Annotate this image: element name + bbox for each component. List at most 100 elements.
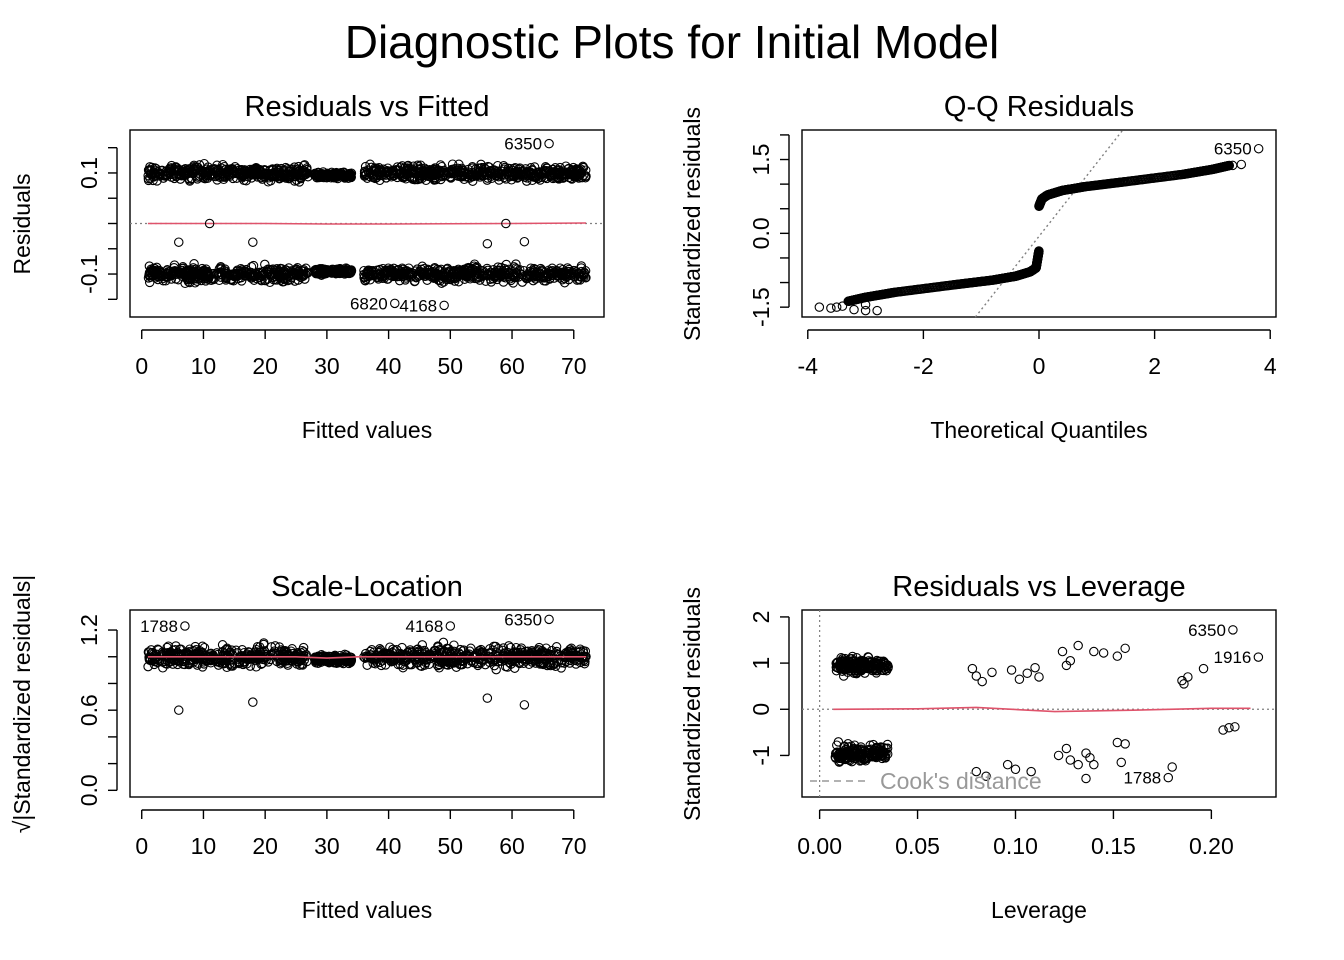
residuals-vs-leverage-x-tick-label: 0.20 [1189,833,1234,859]
residuals-vs-fitted-x-tick-label: 30 [314,353,340,379]
qq-residuals-x-tick-label: -4 [798,353,819,379]
residuals-vs-fitted-point [190,267,200,277]
residuals-vs-fitted-point [445,172,456,183]
residuals-vs-fitted-point [179,171,189,181]
residuals-vs-leverage-point-label: 1788 [1123,769,1161,788]
residuals-vs-leverage-point [1230,722,1240,732]
residuals-vs-fitted-point [390,298,400,309]
residuals-vs-fitted-point [510,163,520,173]
residuals-vs-fitted-point [462,169,472,180]
residuals-vs-fitted-point [248,260,259,271]
scale-location-point-label: 1788 [140,617,178,636]
residuals-vs-fitted-x-tick-label: 50 [438,353,464,379]
residuals-vs-leverage-smooth-line [833,706,1251,713]
residuals-vs-leverage-point [1006,665,1017,675]
residuals-vs-fitted-point [261,168,271,179]
residuals-vs-fitted-x-tick-label: 20 [252,353,278,379]
scale-location-y-tick-label: 0.0 [76,774,102,806]
residuals-vs-fitted-point [299,269,309,280]
residuals-vs-leverage-y-tick-label: 2 [748,611,774,624]
residuals-vs-leverage-point [1253,652,1264,662]
qq-residuals-lower-curve [843,246,1044,307]
qq-residuals-xlabel: Theoretical Quantiles [930,417,1147,443]
residuals-vs-leverage-panel: Residuals vs Leverage Leverage Standardi… [679,571,1277,923]
residuals-vs-fitted-point [366,162,377,173]
qq-residuals-point [837,301,848,311]
scale-location-panel: Scale-Location Fitted values √|Standardi… [9,571,605,923]
residuals-vs-fitted-point [246,262,257,272]
qq-residuals-x-tick-label: 4 [1264,353,1277,379]
residuals-vs-leverage-point [1014,674,1025,685]
qq-residuals-upper-curve [1034,160,1235,212]
residuals-vs-fitted-point [429,174,439,184]
residuals-vs-fitted-x-tick-label: 40 [376,353,402,379]
scale-location-x-tick-label: 50 [438,833,464,859]
residuals-vs-fitted-point [473,163,484,173]
residuals-vs-fitted-point [482,175,492,185]
residuals-vs-fitted-point [241,270,252,281]
residuals-vs-fitted-point [232,163,243,174]
residuals-vs-fitted-point [295,172,305,183]
residuals-vs-fitted-point [187,167,197,178]
residuals-vs-fitted-point [439,300,449,311]
residuals-vs-fitted-point [192,272,202,282]
residuals-vs-fitted-point [434,165,445,176]
residuals-vs-fitted-point [330,171,340,182]
residuals-vs-leverage-x-tick-label: 0.05 [895,833,940,859]
scale-location-title: Scale-Location [271,571,463,603]
residuals-vs-fitted-point [539,172,550,183]
scale-location-point [248,697,258,707]
scale-location-xlabel: Fitted values [302,897,432,923]
residuals-vs-fitted-point [260,259,270,270]
residuals-vs-fitted-xlabel: Fitted values [302,417,432,443]
residuals-vs-fitted-point [334,171,345,181]
residuals-vs-fitted-point [550,163,561,173]
qq-residuals-x-tick-label: -2 [913,353,933,379]
scale-location-point-label: 4168 [405,617,443,636]
residuals-vs-fitted-point [298,167,309,177]
residuals-vs-fitted-y-tick-label: 0.1 [76,157,102,189]
residuals-vs-fitted-point [188,265,199,275]
residuals-vs-leverage-point [987,667,997,678]
residuals-vs-fitted-point-label: 6350 [504,135,542,154]
residuals-vs-fitted-point [234,165,245,175]
residuals-vs-fitted-point [345,267,355,277]
residuals-vs-fitted-point [147,269,158,280]
residuals-vs-fitted-point [378,164,389,175]
residuals-vs-leverage-x-tick-label: 0.00 [797,833,842,859]
residuals-vs-fitted-x-tick-label: 60 [499,353,525,379]
residuals-vs-fitted-point [228,173,238,184]
residuals-vs-fitted-point [273,165,284,175]
qq-residuals-reference-line [974,129,1124,318]
residuals-vs-leverage-point [1228,625,1238,635]
residuals-vs-fitted-point [301,263,311,274]
residuals-vs-fitted-point [391,165,401,175]
residuals-vs-fitted-point [496,166,506,176]
residuals-vs-leverage-point-label: 6350 [1188,621,1226,640]
residuals-vs-fitted-point [290,268,300,279]
residuals-vs-fitted-point [300,274,310,284]
residuals-vs-leverage-xlabel: Leverage [991,897,1087,923]
residuals-vs-leverage-point [1120,643,1130,654]
residuals-vs-fitted-point [212,175,222,185]
scale-location-point [482,693,493,703]
residuals-vs-fitted-x-tick-label: 0 [135,353,148,379]
residuals-vs-fitted-point [328,169,338,179]
residuals-vs-fitted-point [162,265,173,275]
residuals-vs-fitted-point [212,268,223,279]
scale-location-point [519,700,530,710]
residuals-vs-fitted-point-label: 6820 [350,294,388,313]
residuals-vs-fitted-point [317,267,327,278]
residuals-vs-fitted-point [315,170,326,181]
residuals-vs-fitted-point [321,267,332,278]
residuals-vs-leverage-x-tick-label: 0.15 [1091,833,1136,859]
residuals-vs-leverage-point [1167,762,1177,772]
qq-residuals-point [1236,159,1247,170]
residuals-vs-leverage-point [1034,672,1044,682]
residuals-vs-fitted-point [291,270,302,280]
residuals-vs-fitted-point [530,171,540,182]
residuals-vs-fitted-point [215,272,226,282]
residuals-vs-fitted-point [386,172,397,182]
residuals-vs-leverage-ylabel: Standardized residuals [679,587,705,821]
